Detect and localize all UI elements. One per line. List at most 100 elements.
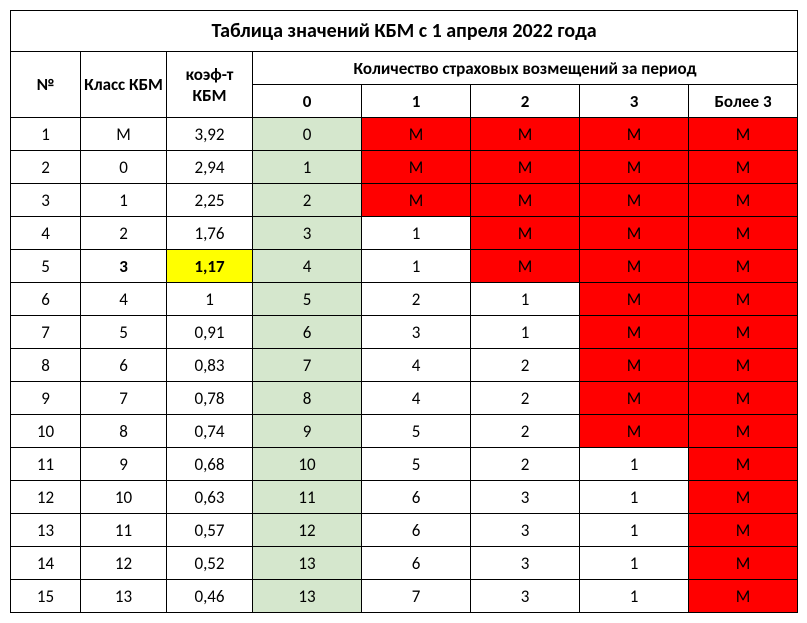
cell-c0: 4 <box>253 250 362 283</box>
cell-c4: М <box>689 283 798 316</box>
table-row: 15130,4613731М <box>11 580 798 613</box>
cell-c0: 9 <box>253 415 362 448</box>
cell-c2: М <box>471 217 580 250</box>
cell-c2: 3 <box>471 547 580 580</box>
header-row-1: № Класс КБМ коэф-т КБМ Количество страхо… <box>11 52 798 85</box>
cell-class: 1 <box>81 184 167 217</box>
cell-c1: 2 <box>362 283 471 316</box>
table-row: 1080,74952ММ <box>11 415 798 448</box>
cell-c2: 2 <box>471 349 580 382</box>
cell-c3: М <box>580 217 689 250</box>
cell-class: 6 <box>81 349 167 382</box>
header-c4: Более 3 <box>689 85 798 118</box>
cell-class: 5 <box>81 316 167 349</box>
cell-c4: М <box>689 481 798 514</box>
cell-c1: М <box>362 184 471 217</box>
cell-coef: 2,25 <box>167 184 253 217</box>
cell-c2: М <box>471 250 580 283</box>
cell-class: 13 <box>81 580 167 613</box>
cell-num: 5 <box>11 250 81 283</box>
table-row: 1М3,920ММММ <box>11 118 798 151</box>
cell-c3: 1 <box>580 448 689 481</box>
cell-c4: М <box>689 250 798 283</box>
cell-c1: 6 <box>362 547 471 580</box>
title-row: Таблица значений КБМ с 1 апреля 2022 год… <box>11 11 798 52</box>
cell-c3: М <box>580 349 689 382</box>
cell-c1: 1 <box>362 217 471 250</box>
cell-num: 6 <box>11 283 81 316</box>
cell-c1: 4 <box>362 382 471 415</box>
cell-c2: М <box>471 151 580 184</box>
cell-coef: 0,57 <box>167 514 253 547</box>
table-row: 312,252ММММ <box>11 184 798 217</box>
header-class: Класс КБМ <box>81 52 167 118</box>
cell-c1: 7 <box>362 580 471 613</box>
cell-c3: 1 <box>580 514 689 547</box>
cell-coef: 2,94 <box>167 151 253 184</box>
table-title: Таблица значений КБМ с 1 апреля 2022 год… <box>11 11 798 52</box>
cell-num: 13 <box>11 514 81 547</box>
table-row: 641521ММ <box>11 283 798 316</box>
cell-num: 3 <box>11 184 81 217</box>
cell-c2: 3 <box>471 481 580 514</box>
header-num: № <box>11 52 81 118</box>
cell-c4: М <box>689 118 798 151</box>
cell-c3: М <box>580 250 689 283</box>
cell-c2: М <box>471 118 580 151</box>
cell-c2: 3 <box>471 580 580 613</box>
cell-c1: 5 <box>362 448 471 481</box>
cell-c1: 6 <box>362 514 471 547</box>
table-body: 1М3,920ММММ202,941ММММ312,252ММММ421,763… <box>11 118 798 613</box>
cell-coef: 0,78 <box>167 382 253 415</box>
cell-c4: М <box>689 349 798 382</box>
cell-class: 0 <box>81 151 167 184</box>
cell-c4: М <box>689 184 798 217</box>
cell-c2: 3 <box>471 514 580 547</box>
cell-c0: 0 <box>253 118 362 151</box>
cell-c4: М <box>689 448 798 481</box>
cell-num: 10 <box>11 415 81 448</box>
header-c2: 2 <box>471 85 580 118</box>
cell-class: 7 <box>81 382 167 415</box>
cell-c2: 2 <box>471 382 580 415</box>
table-row: 750,91631ММ <box>11 316 798 349</box>
cell-num: 1 <box>11 118 81 151</box>
cell-class: 3 <box>81 250 167 283</box>
cell-c0: 13 <box>253 547 362 580</box>
header-claims-group: Количество страховых возмещений за перио… <box>253 52 798 85</box>
cell-num: 2 <box>11 151 81 184</box>
table-row: 12100,6311631М <box>11 481 798 514</box>
header-c0: 0 <box>253 85 362 118</box>
cell-c0: 1 <box>253 151 362 184</box>
cell-num: 14 <box>11 547 81 580</box>
cell-coef: 1 <box>167 283 253 316</box>
cell-coef: 0,52 <box>167 547 253 580</box>
cell-c0: 11 <box>253 481 362 514</box>
cell-c3: М <box>580 283 689 316</box>
table-row: 970,78842ММ <box>11 382 798 415</box>
cell-class: 2 <box>81 217 167 250</box>
cell-c2: 2 <box>471 448 580 481</box>
cell-class: 8 <box>81 415 167 448</box>
cell-coef: 0,63 <box>167 481 253 514</box>
table-row: 14120,5213631М <box>11 547 798 580</box>
cell-c4: М <box>689 217 798 250</box>
cell-c4: М <box>689 151 798 184</box>
cell-class: 11 <box>81 514 167 547</box>
cell-coef: 3,92 <box>167 118 253 151</box>
cell-c0: 7 <box>253 349 362 382</box>
table-row: 1190,6810521М <box>11 448 798 481</box>
cell-c4: М <box>689 316 798 349</box>
cell-c1: 3 <box>362 316 471 349</box>
cell-c4: М <box>689 382 798 415</box>
cell-class: М <box>81 118 167 151</box>
table-row: 860,83742ММ <box>11 349 798 382</box>
cell-c3: М <box>580 118 689 151</box>
cell-coef: 0,91 <box>167 316 253 349</box>
cell-c1: 6 <box>362 481 471 514</box>
cell-c2: 1 <box>471 283 580 316</box>
header-coef: коэф-т КБМ <box>167 52 253 118</box>
cell-c0: 6 <box>253 316 362 349</box>
cell-coef: 0,74 <box>167 415 253 448</box>
cell-class: 12 <box>81 547 167 580</box>
